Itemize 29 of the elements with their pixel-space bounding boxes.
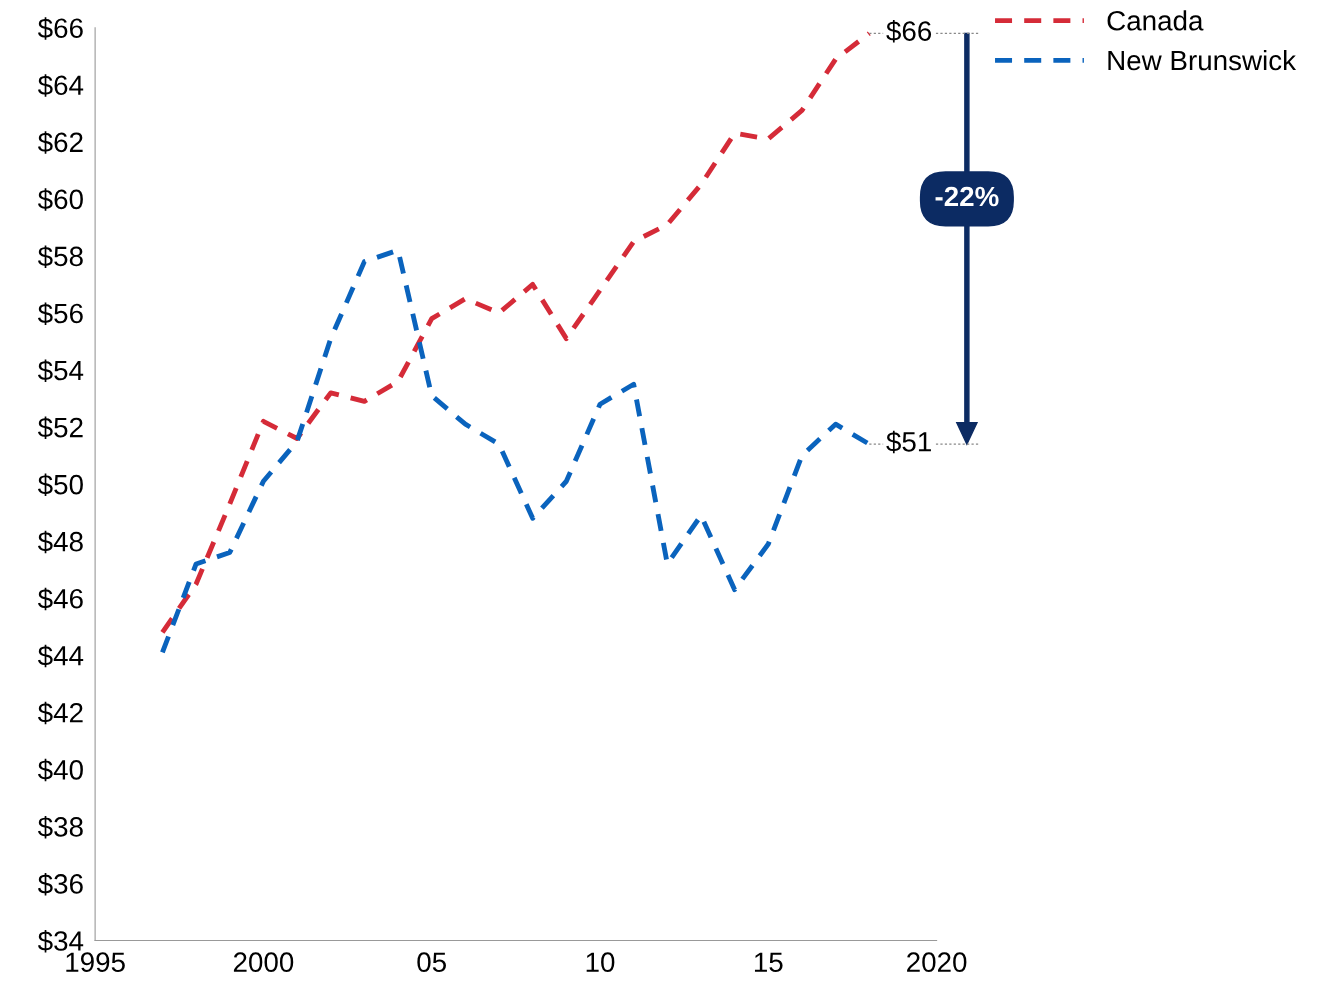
y-tick-label: $36 (37, 872, 83, 896)
annotation: $51 (886, 430, 931, 454)
x-tick-label: 2000 (233, 952, 294, 973)
y-tick-label: $42 (37, 701, 83, 725)
x-tick-label: 1995 (66, 952, 125, 973)
legend-label: New Brunswick (1108, 49, 1297, 71)
y-tick-label: $50 (37, 473, 83, 497)
y-tick-label: $60 (37, 188, 83, 211)
y-tick-label: $54 (37, 359, 84, 382)
annotation: -22% (935, 186, 999, 207)
y-tick-label: $38 (37, 815, 83, 839)
y-tick-label: $44 (37, 644, 84, 668)
y-tick-label: $34 (37, 930, 84, 953)
x-tick-label: 05 (417, 952, 446, 973)
y-tick-label: $66 (37, 17, 83, 40)
annotation: $66 (886, 20, 932, 43)
y-tick-label: $64 (37, 74, 84, 97)
x-tick-label: 2020 (907, 952, 967, 973)
y-tick-label: $48 (37, 530, 83, 554)
legend-label: Canada (1107, 10, 1204, 31)
y-tick-label: $62 (37, 131, 83, 154)
y-tick-label: $46 (37, 587, 83, 611)
y-tick-label: $52 (37, 416, 83, 440)
x-tick-label: 10 (586, 952, 615, 973)
y-tick-label: $40 (37, 758, 83, 782)
line-series (160, 30, 872, 635)
y-tick-label: $58 (37, 245, 83, 268)
x-tick-label: 15 (754, 952, 783, 973)
y-tick-label: $56 (37, 302, 83, 325)
